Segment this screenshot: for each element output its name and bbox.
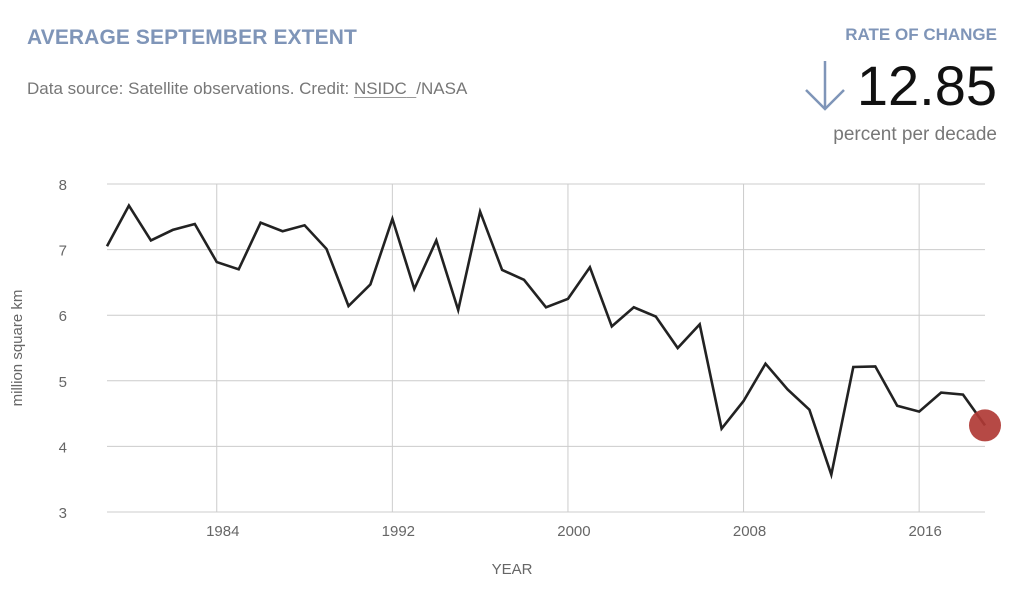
data-point: [676, 346, 680, 350]
data-point: [917, 410, 921, 414]
data-point: [346, 304, 350, 308]
series-line: [105, 203, 987, 480]
data-point: [193, 222, 197, 226]
data-point: [456, 308, 460, 312]
data-point: [325, 247, 329, 251]
data-point: [785, 387, 789, 391]
chart-title: AVERAGE SEPTEMBER EXTENT: [27, 26, 357, 49]
data-point: [698, 322, 702, 326]
arrow-down-icon: [804, 61, 845, 111]
data-point: [873, 364, 877, 368]
data-point: [764, 362, 768, 366]
data-point: [522, 278, 526, 282]
data-point: [588, 265, 592, 269]
y-tick-label: 6: [59, 308, 67, 325]
x-tick-label: 2016: [908, 523, 941, 540]
data-point: [478, 210, 482, 214]
data-point: [544, 305, 548, 309]
data-point: [281, 229, 285, 233]
x-tick-label: 2000: [557, 523, 590, 540]
source-prefix: Data source: Satellite observations. Cre…: [27, 79, 354, 98]
data-point: [939, 391, 943, 395]
data-point: [500, 268, 504, 272]
y-tick-label: 7: [59, 243, 67, 260]
y-tick-label: 4: [59, 439, 67, 456]
rate-value: 12.85: [856, 54, 997, 117]
data-point: [829, 473, 833, 477]
data-point: [851, 365, 855, 369]
source-suffix: /NASA: [416, 79, 468, 98]
data-point: [720, 427, 724, 431]
rate-unit: percent per decade: [833, 124, 997, 145]
x-axis-label: YEAR: [492, 561, 533, 578]
data-point: [215, 260, 219, 264]
data-point: [237, 267, 241, 271]
data-point: [632, 305, 636, 309]
rate-of-change-label: RATE OF CHANGE: [845, 25, 997, 44]
data-point: [149, 238, 153, 242]
rate-of-change-row: 12.85: [803, 54, 997, 118]
highlight-point[interactable]: [969, 409, 1001, 442]
extent-line-chart: 3 4 5 6 7 8 1984 1992 2000 2008 2016 YEAR million sq…: [9, 177, 1001, 578]
data-point: [654, 315, 658, 319]
x-tick-label: 1984: [206, 523, 239, 540]
nsidc-link[interactable]: NSIDC: [354, 79, 416, 98]
data-point: [807, 408, 811, 412]
data-point: [105, 244, 109, 248]
data-point: [434, 238, 438, 242]
data-point: [742, 399, 746, 403]
data-point: [259, 221, 263, 225]
data-source-text: Data source: Satellite observations. Cre…: [27, 79, 467, 99]
data-point: [303, 223, 307, 227]
y-axis-label: million square km: [9, 290, 26, 407]
data-point: [895, 404, 899, 408]
data-point: [610, 324, 614, 328]
data-point: [566, 297, 570, 301]
data-point: [171, 228, 175, 232]
nsidc-link-label[interactable]: NSIDC: [353, 79, 407, 98]
data-point: [961, 393, 965, 397]
data-point: [368, 282, 372, 286]
data-point: [127, 204, 131, 208]
y-tick-label: 8: [59, 177, 67, 194]
data-point: [412, 287, 416, 291]
x-tick-label: 2008: [733, 523, 766, 540]
y-tick-label: 3: [59, 505, 67, 522]
y-tick-label: 5: [59, 374, 67, 391]
x-tick-label: 1992: [382, 523, 415, 540]
data-point: [390, 217, 394, 221]
